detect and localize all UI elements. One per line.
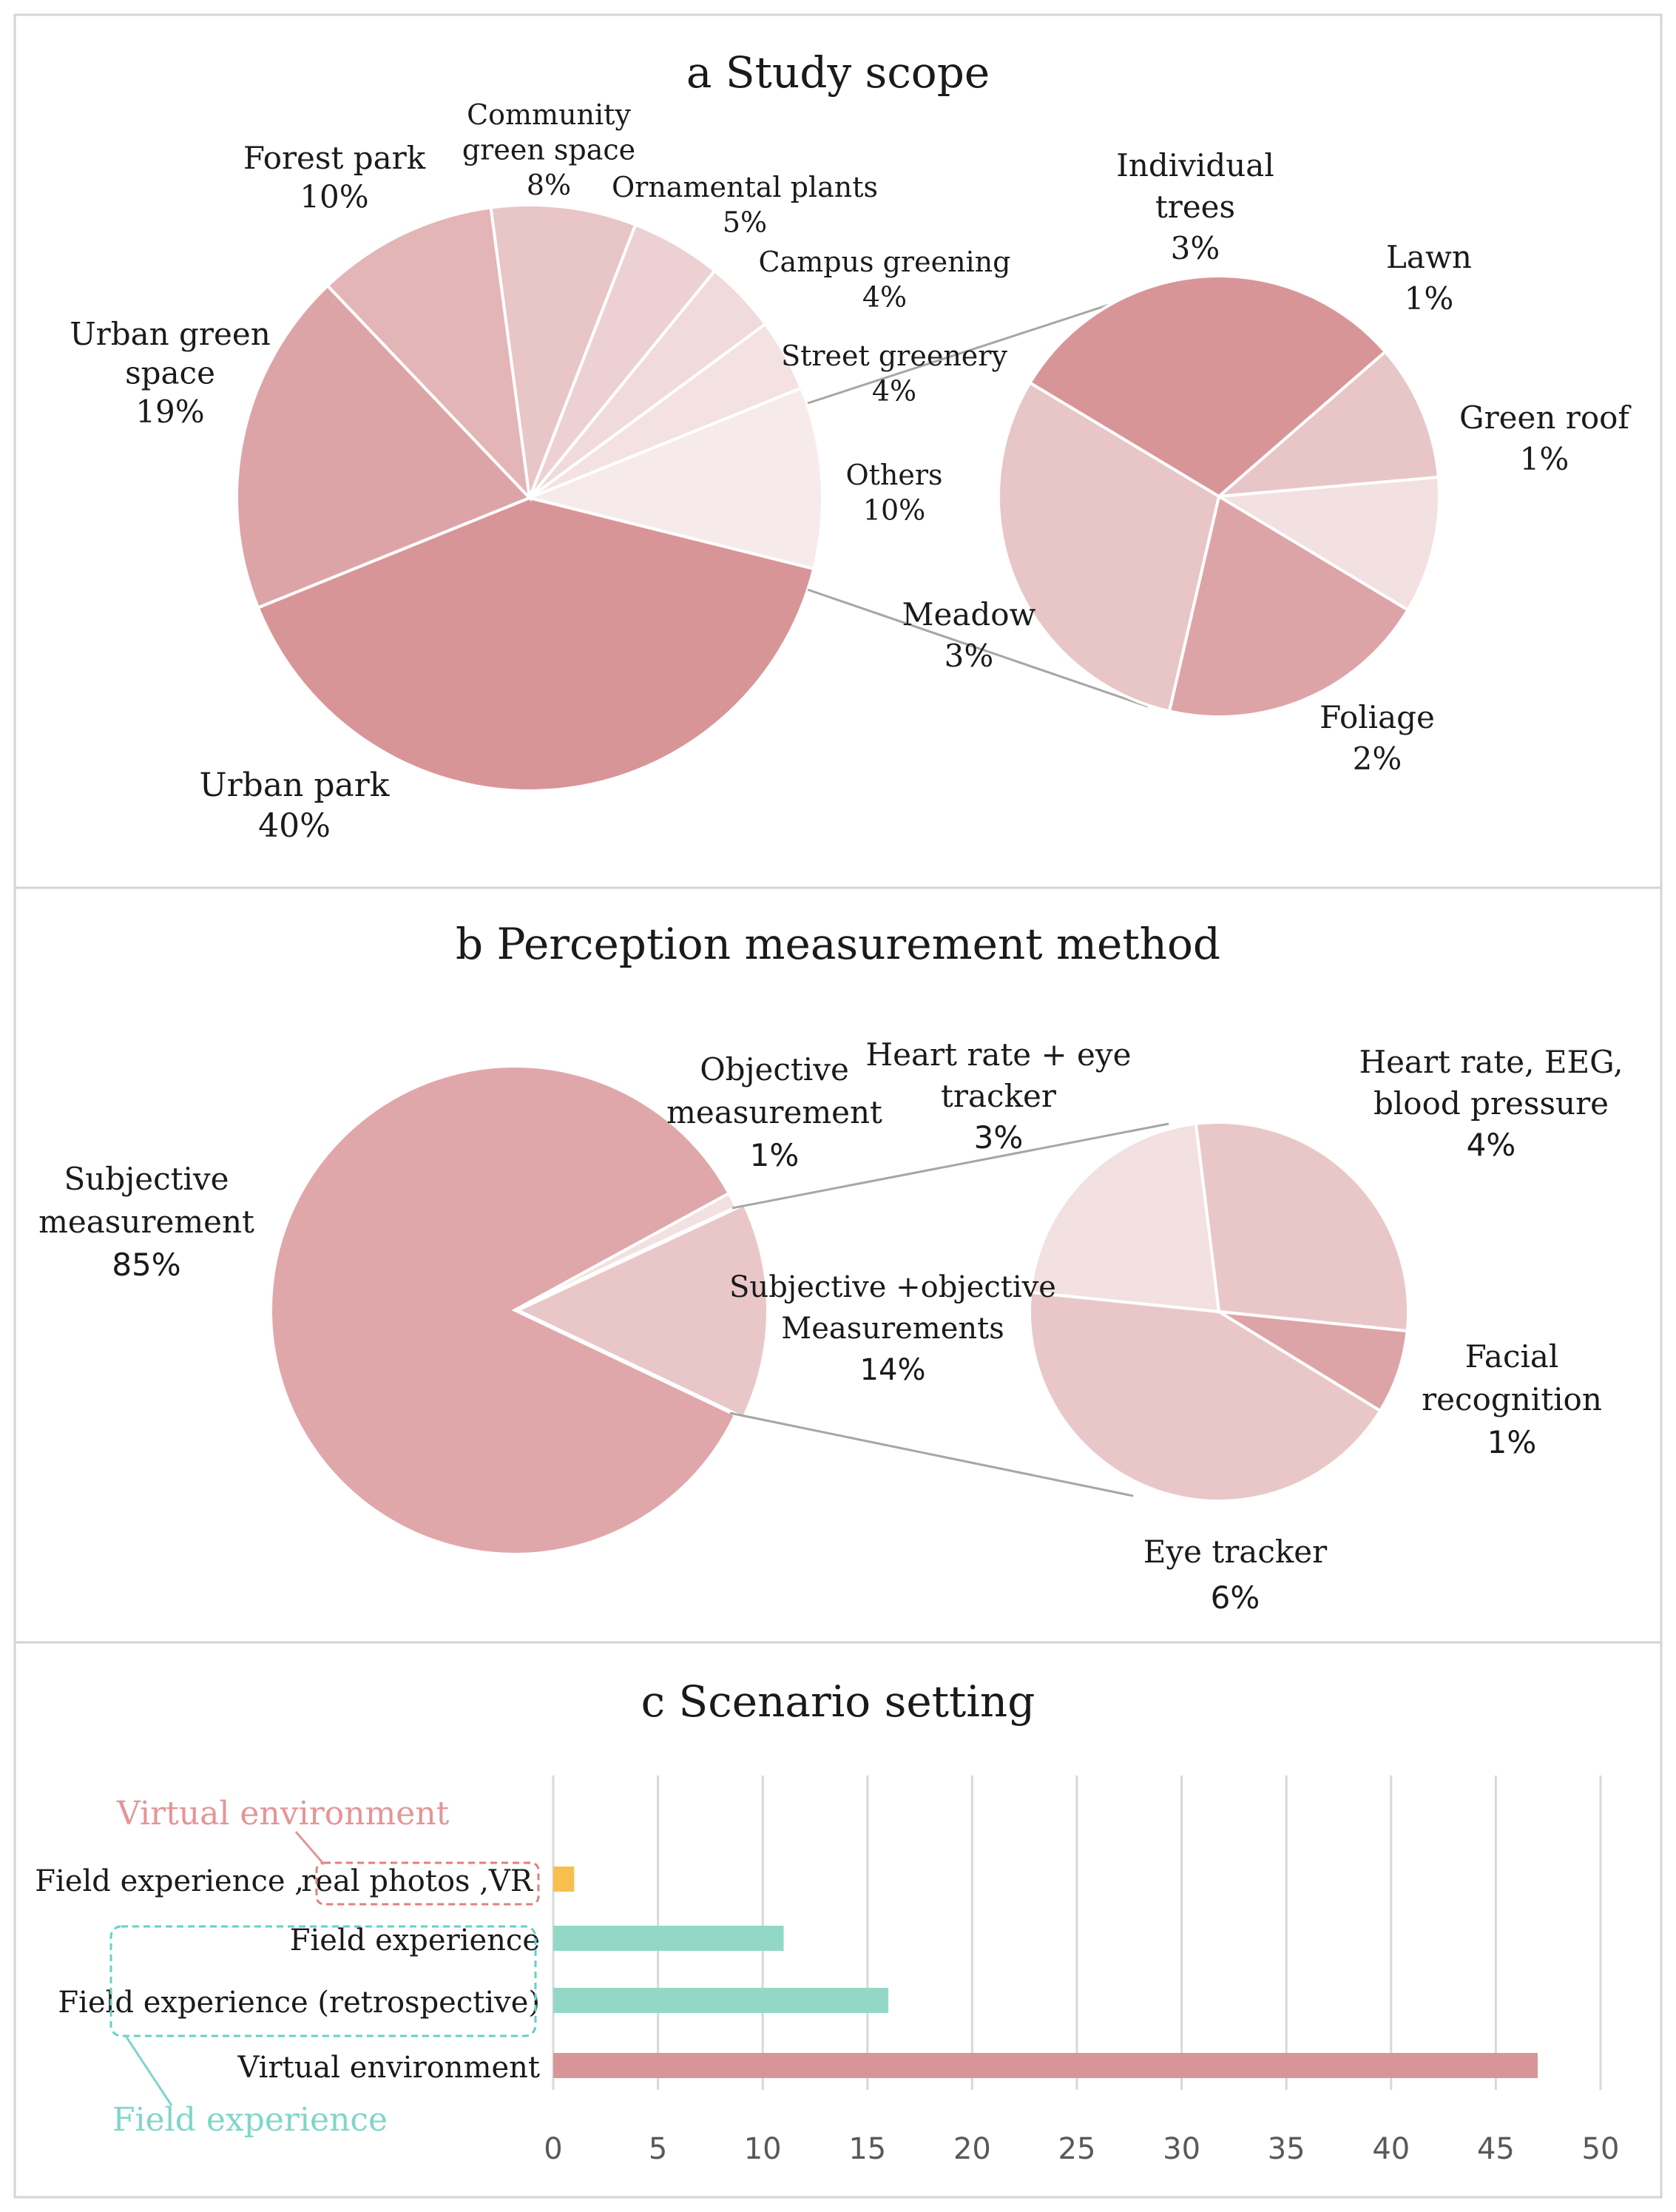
x-tick-label-35: 35 (1268, 2132, 1305, 2166)
pie-b-label-2: Objective measurement 1% (666, 1051, 882, 1173)
pie-a-label-2: Urban green space 19% (70, 316, 271, 430)
category-label-1-boxed: real photos ,VR (301, 1864, 534, 1898)
pie-a-breakdown-slice-5 (997, 380, 1221, 713)
x-tick-label-25: 25 (1058, 2132, 1096, 2166)
pie-b-slice-1 (269, 1065, 737, 1556)
annotation-field-experience: Field experience (112, 2101, 388, 2139)
pie-a-labels: Urban park 40% Urban green space 19% Forest p… (70, 98, 1632, 845)
pie-a-breakdown-slice-4 (1167, 493, 1410, 718)
x-tick-label-40: 40 (1372, 2132, 1410, 2166)
pie-b-breakdown (729, 1121, 1410, 1503)
pie-a-slice-4 (489, 203, 638, 499)
pie-a-breakdown-label-3: Green roof 1% (1459, 399, 1632, 477)
pie-a-slice-3 (325, 206, 532, 502)
panel-c: c Scenario setting 0 5 10 15 20 25 30 35 40 45 50 F… (35, 1676, 1619, 2166)
pie-a-breakdown-label-2: Lawn 1% (1386, 239, 1472, 317)
pie-a-label-8: Others 10% (845, 459, 942, 527)
panel-c-frame (13, 1641, 1663, 2199)
pie-b-breakdown-label-1: Heart rate, EEG, blood pressure 4% (1359, 1044, 1623, 1163)
panel-a: a Study scope Urban park 40% Urban green sp… (70, 47, 1632, 845)
pie-b-labels: Subjective measurement 85% Objective measure… (38, 1036, 1623, 1616)
pie-b-breakdown-label-2: Facial recognition 1% (1422, 1338, 1602, 1460)
panel-b: b Perception measurement method Subjecti… (38, 919, 1623, 1616)
x-tick-label-5: 5 (649, 2132, 667, 2166)
chart-c-title: c Scenario setting (641, 1676, 1035, 1727)
pie-a-slice-1 (256, 496, 816, 792)
connector-line-bottom-b (729, 1412, 1134, 1497)
x-tick-label-30: 30 (1163, 2132, 1200, 2166)
connector-line-top-b (731, 1122, 1169, 1210)
pie-a-breakdown-slice-3 (1214, 475, 1442, 613)
pie-a-breakdown-label-1: Individual trees 3% (1116, 147, 1274, 266)
chart-b-title: b Perception measurement method (456, 919, 1220, 969)
x-tick-label-15: 15 (848, 2132, 886, 2166)
pie-a-breakdown-label-4: Foliage 2% (1319, 699, 1435, 777)
pie-b-breakdown-label-3: Eye tracker 6% (1143, 1534, 1328, 1616)
pie-b-breakdown-slice-4 (1029, 1122, 1221, 1314)
virtual-env-highlight-box (315, 1861, 540, 1906)
annotation-virtual-leader (294, 1831, 325, 1865)
pie-b-slice-3 (514, 1202, 769, 1420)
field-experience-highlight-box (109, 1925, 537, 2037)
connector-line-bottom (807, 588, 1149, 708)
pie-b-label-1: Subjective measurement 85% (38, 1161, 254, 1283)
pie-b-breakdown-slice-3 (1028, 1290, 1382, 1503)
pie-a-breakdown (807, 274, 1442, 718)
pie-a-breakdown-label-5: Meadow 3% (902, 596, 1035, 674)
pie-a-breakdown-slice-2 (1214, 349, 1441, 499)
x-tick-label-50: 50 (1582, 2132, 1620, 2166)
category-label-4: Virtual environment (237, 2051, 540, 2085)
chart-a-title: a Study scope (686, 47, 990, 98)
category-label-3: Field experience (retrospective) (58, 1986, 540, 2020)
annotation-field-leader (124, 2035, 173, 2106)
x-tick-label-20: 20 (953, 2132, 991, 2166)
pie-b-breakdown-label-4: Heart rate + eye tracker 3% (865, 1036, 1131, 1156)
x-tick-label-10: 10 (744, 2132, 782, 2166)
pie-a-label-4: Community green space 8% (462, 98, 635, 201)
pie-a-breakdown-slice-1 (1027, 274, 1388, 499)
bar-2 (553, 1926, 784, 1951)
pie-a-main (235, 203, 824, 792)
category-label-1-prefix: Field experience , (35, 1864, 304, 1898)
category-label-2: Field experience (290, 1923, 540, 1958)
pie-b-breakdown-slice-1 (1194, 1121, 1410, 1333)
x-tick-label-0: 0 (544, 2132, 562, 2166)
pie-b-main (269, 1065, 769, 1556)
bar-1 (553, 1867, 575, 1892)
annotation-virtual-environment: Virtual environment (116, 1795, 450, 1832)
bar-3 (553, 1988, 889, 2013)
pie-a-slice-8 (524, 386, 824, 571)
bar-4 (553, 2053, 1538, 2078)
pie-a-slice-2 (235, 283, 533, 610)
pie-b-label-3: Subjective +objective Measurements 14% (729, 1270, 1056, 1387)
bar-chart-c: 0 5 10 15 20 25 30 35 40 45 50 Field experience ,re… (35, 1776, 1619, 2166)
pie-a-label-6: Campus greening 4% (758, 246, 1010, 314)
x-tick-label-45: 45 (1477, 2132, 1515, 2166)
pie-a-label-7: Street greenery 4% (781, 340, 1007, 408)
pie-a-label-5: Ornamental plants 5% (612, 171, 878, 239)
pie-b-breakdown-slice-2 (1217, 1310, 1409, 1413)
pie-a-label-3: Forest park 10% (243, 140, 426, 215)
pie-a-label-1: Urban park 40% (200, 766, 390, 845)
